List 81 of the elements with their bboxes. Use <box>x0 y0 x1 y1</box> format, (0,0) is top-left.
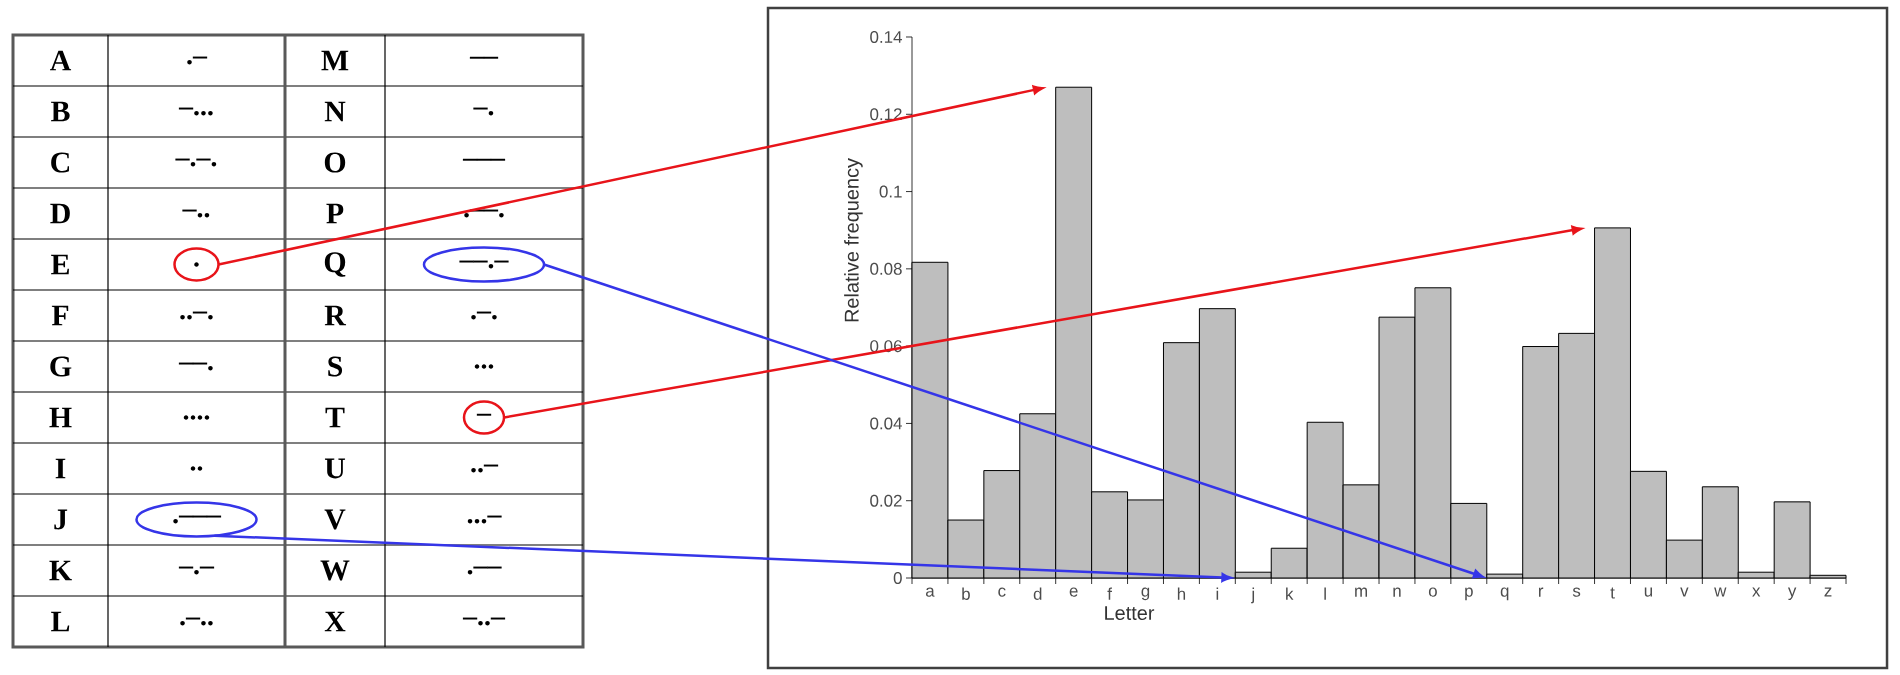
y-tick-label: 0 <box>893 572 902 584</box>
text: W <box>320 560 350 581</box>
x-tick-label: a <box>925 587 935 597</box>
text: P <box>326 203 344 224</box>
text: .. <box>190 466 203 471</box>
x-tick-label: j <box>1251 587 1255 604</box>
text: D <box>50 203 70 224</box>
x-axis-title: Letter <box>1105 606 1155 621</box>
x-tick-label: b <box>962 587 970 600</box>
text: N <box>324 101 346 122</box>
x-tick-label: e <box>1069 587 1078 597</box>
text: X <box>324 611 346 632</box>
text: O <box>324 152 346 173</box>
text: R <box>324 305 347 326</box>
text: –... <box>178 107 213 116</box>
x-tick-label: p <box>1465 587 1473 601</box>
y-tick-label: 0.04 <box>870 417 902 430</box>
y-tick-label: 0.1 <box>879 185 902 198</box>
text: – <box>476 413 492 416</box>
x-tick-label: o <box>1428 587 1437 597</box>
text: .–.. <box>180 617 213 626</box>
text: K <box>49 560 72 581</box>
x-tick-label: x <box>1752 587 1761 597</box>
y-tick-label: 0.14 <box>870 31 902 43</box>
x-tick-label: z <box>1824 587 1832 597</box>
text: ...– <box>467 515 502 524</box>
text: .––– <box>173 515 222 524</box>
text: B <box>51 101 70 122</box>
x-tick-label: y <box>1787 587 1797 600</box>
y-axis-title: Relative frequency <box>844 158 863 322</box>
text: L <box>51 611 70 632</box>
text: –. <box>473 107 494 116</box>
text: ..– <box>471 464 499 473</box>
text: .–– <box>467 566 502 575</box>
x-tick-label: r <box>1538 587 1544 597</box>
x-tick-label: g <box>1141 587 1150 601</box>
x-tick-label: t <box>1610 587 1615 599</box>
x-tick-label: s <box>1572 587 1581 597</box>
text: M <box>321 50 349 71</box>
x-tick-label: f <box>1107 587 1112 600</box>
text: Q <box>324 252 346 277</box>
x-tick-label: d <box>1033 587 1042 600</box>
text: F <box>51 305 69 326</box>
x-tick-label: l <box>1324 587 1326 600</box>
text: .– <box>187 56 208 65</box>
text: G <box>50 356 72 377</box>
text: ––– <box>462 158 506 161</box>
x-tick-label: q <box>1500 587 1509 601</box>
y-tick-label: 0.08 <box>870 262 902 275</box>
text: C <box>51 152 70 173</box>
y-tick-label: 0.02 <box>870 494 902 507</box>
x-tick-label: m <box>1355 587 1367 597</box>
x-tick-label: v <box>1680 587 1689 597</box>
text: ––. <box>178 362 213 371</box>
text: –– <box>469 56 499 59</box>
x-tick-label: k <box>1286 587 1294 600</box>
text: T <box>325 407 345 428</box>
text: .... <box>183 415 210 420</box>
text: U <box>324 458 346 479</box>
text: S <box>328 356 343 377</box>
x-tick-label: u <box>1644 587 1653 597</box>
text: J <box>54 509 68 530</box>
x-tick-label: w <box>1714 587 1727 597</box>
text: V <box>324 509 346 530</box>
text: I <box>55 458 66 479</box>
text: H <box>49 407 72 428</box>
text: ..–. <box>180 311 213 320</box>
text: –.– <box>178 566 215 575</box>
x-tick-label: i <box>1216 587 1219 600</box>
text: .–. <box>471 311 497 320</box>
text: –.–. <box>175 158 217 167</box>
text: –.. <box>182 209 210 218</box>
x-tick-label: n <box>1393 587 1401 597</box>
text: . <box>194 262 199 267</box>
x-tick-label: h <box>1177 587 1186 600</box>
text: ––.– <box>459 260 509 269</box>
text: ... <box>474 364 494 369</box>
text: E <box>51 254 69 275</box>
text: –..– <box>462 617 506 626</box>
text: A <box>50 50 72 71</box>
x-tick-label: c <box>998 587 1006 597</box>
